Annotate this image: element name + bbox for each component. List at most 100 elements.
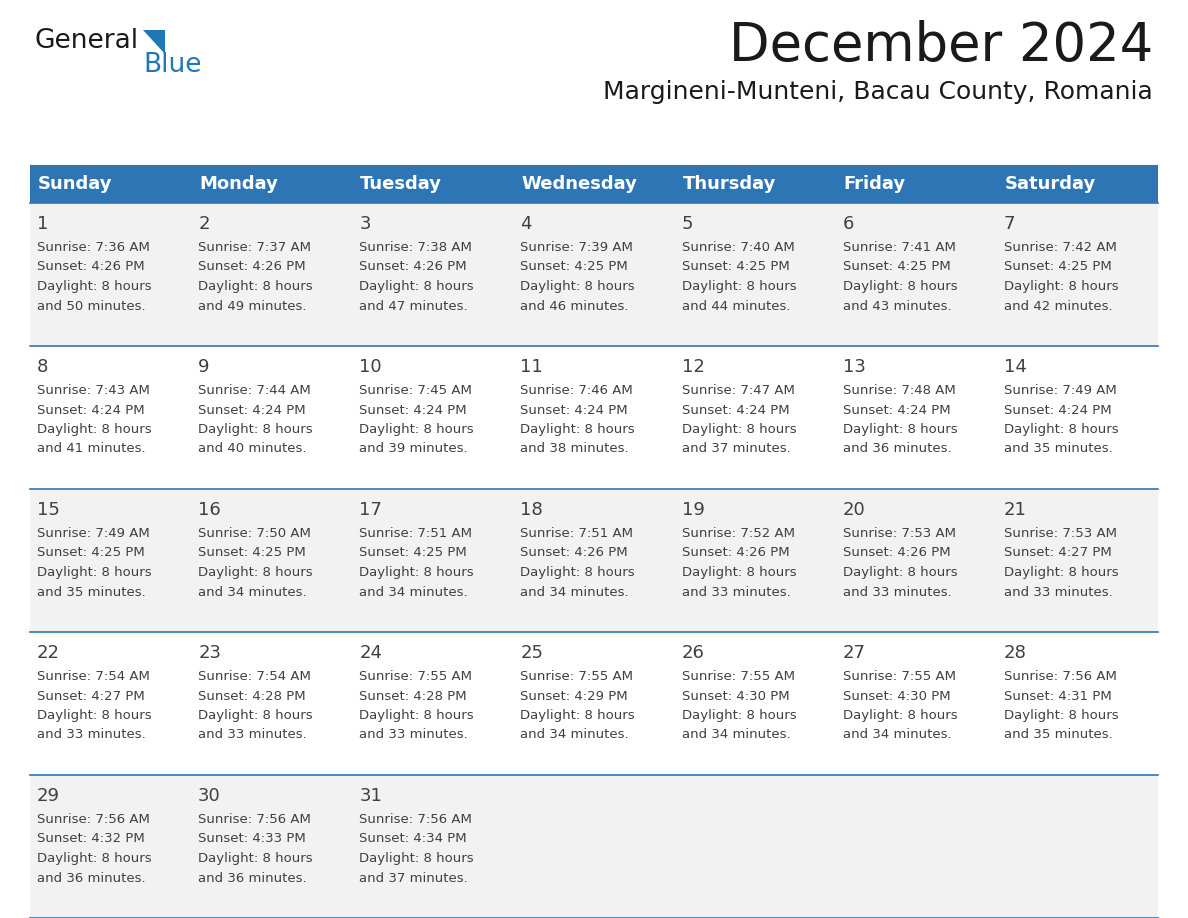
Text: Daylight: 8 hours: Daylight: 8 hours — [37, 423, 152, 436]
Text: Sunset: 4:25 PM: Sunset: 4:25 PM — [37, 546, 145, 559]
Text: and 46 minutes.: and 46 minutes. — [520, 299, 628, 312]
Text: 27: 27 — [842, 644, 866, 662]
Text: and 33 minutes.: and 33 minutes. — [198, 729, 307, 742]
Text: Daylight: 8 hours: Daylight: 8 hours — [359, 709, 474, 722]
Text: Sunrise: 7:40 AM: Sunrise: 7:40 AM — [682, 241, 795, 254]
Bar — [997, 203, 1158, 346]
Text: December 2024: December 2024 — [728, 20, 1154, 72]
Text: Sunrise: 7:41 AM: Sunrise: 7:41 AM — [842, 241, 955, 254]
Bar — [513, 489, 675, 632]
Bar — [675, 165, 835, 203]
Text: Sunset: 4:26 PM: Sunset: 4:26 PM — [520, 546, 628, 559]
Text: Sunset: 4:28 PM: Sunset: 4:28 PM — [198, 689, 305, 702]
Text: Sunrise: 7:56 AM: Sunrise: 7:56 AM — [198, 813, 311, 826]
Text: Daylight: 8 hours: Daylight: 8 hours — [682, 566, 796, 579]
Text: Tuesday: Tuesday — [360, 175, 442, 193]
Bar — [997, 346, 1158, 489]
Text: 9: 9 — [198, 358, 209, 376]
Text: and 42 minutes.: and 42 minutes. — [1004, 299, 1112, 312]
Bar — [997, 775, 1158, 918]
Text: Sunrise: 7:37 AM: Sunrise: 7:37 AM — [198, 241, 311, 254]
Text: 11: 11 — [520, 358, 543, 376]
Text: Sunrise: 7:38 AM: Sunrise: 7:38 AM — [359, 241, 472, 254]
Text: Daylight: 8 hours: Daylight: 8 hours — [842, 566, 958, 579]
Bar — [191, 775, 353, 918]
Bar — [513, 346, 675, 489]
Text: Sunset: 4:25 PM: Sunset: 4:25 PM — [682, 261, 789, 274]
Text: Daylight: 8 hours: Daylight: 8 hours — [682, 423, 796, 436]
Text: Sunrise: 7:42 AM: Sunrise: 7:42 AM — [1004, 241, 1117, 254]
Text: and 38 minutes.: and 38 minutes. — [520, 442, 630, 455]
Text: Daylight: 8 hours: Daylight: 8 hours — [198, 280, 312, 293]
Bar — [191, 165, 353, 203]
Text: Sunrise: 7:55 AM: Sunrise: 7:55 AM — [842, 670, 955, 683]
Text: Sunset: 4:28 PM: Sunset: 4:28 PM — [359, 689, 467, 702]
Text: Sunrise: 7:54 AM: Sunrise: 7:54 AM — [37, 670, 150, 683]
Text: Sunrise: 7:44 AM: Sunrise: 7:44 AM — [198, 384, 311, 397]
Text: 4: 4 — [520, 215, 532, 233]
Text: 17: 17 — [359, 501, 383, 519]
Text: Daylight: 8 hours: Daylight: 8 hours — [198, 566, 312, 579]
Bar — [675, 489, 835, 632]
Text: Daylight: 8 hours: Daylight: 8 hours — [842, 709, 958, 722]
Text: Sunset: 4:33 PM: Sunset: 4:33 PM — [198, 833, 305, 845]
Text: and 33 minutes.: and 33 minutes. — [682, 586, 790, 599]
Bar — [997, 632, 1158, 775]
Bar — [30, 489, 191, 632]
Text: Sunrise: 7:51 AM: Sunrise: 7:51 AM — [520, 527, 633, 540]
Text: Sunrise: 7:55 AM: Sunrise: 7:55 AM — [682, 670, 795, 683]
Text: 29: 29 — [37, 787, 61, 805]
Text: and 43 minutes.: and 43 minutes. — [842, 299, 952, 312]
Text: Sunset: 4:24 PM: Sunset: 4:24 PM — [842, 404, 950, 417]
Bar — [675, 203, 835, 346]
Text: Sunset: 4:25 PM: Sunset: 4:25 PM — [1004, 261, 1112, 274]
Text: Daylight: 8 hours: Daylight: 8 hours — [359, 280, 474, 293]
Text: Daylight: 8 hours: Daylight: 8 hours — [1004, 423, 1118, 436]
Text: 15: 15 — [37, 501, 59, 519]
Text: Sunrise: 7:47 AM: Sunrise: 7:47 AM — [682, 384, 795, 397]
Text: Daylight: 8 hours: Daylight: 8 hours — [359, 423, 474, 436]
Text: Sunrise: 7:48 AM: Sunrise: 7:48 AM — [842, 384, 955, 397]
Text: and 34 minutes.: and 34 minutes. — [682, 729, 790, 742]
Text: 1: 1 — [37, 215, 49, 233]
Text: Sunrise: 7:50 AM: Sunrise: 7:50 AM — [198, 527, 311, 540]
Text: Sunday: Sunday — [38, 175, 113, 193]
Text: Sunrise: 7:53 AM: Sunrise: 7:53 AM — [842, 527, 955, 540]
Text: Sunset: 4:32 PM: Sunset: 4:32 PM — [37, 833, 145, 845]
Text: 31: 31 — [359, 787, 383, 805]
Text: Sunset: 4:24 PM: Sunset: 4:24 PM — [359, 404, 467, 417]
Text: Daylight: 8 hours: Daylight: 8 hours — [520, 709, 636, 722]
Text: Sunset: 4:24 PM: Sunset: 4:24 PM — [520, 404, 628, 417]
Text: and 35 minutes.: and 35 minutes. — [1004, 442, 1113, 455]
Text: Sunset: 4:26 PM: Sunset: 4:26 PM — [842, 546, 950, 559]
Bar — [997, 489, 1158, 632]
Text: General: General — [34, 28, 139, 54]
Text: and 35 minutes.: and 35 minutes. — [37, 586, 146, 599]
Bar — [353, 346, 513, 489]
Bar — [191, 203, 353, 346]
Bar — [353, 165, 513, 203]
Text: Wednesday: Wednesday — [522, 175, 637, 193]
Bar — [513, 203, 675, 346]
Text: Sunrise: 7:36 AM: Sunrise: 7:36 AM — [37, 241, 150, 254]
Bar — [835, 632, 997, 775]
Text: and 33 minutes.: and 33 minutes. — [1004, 586, 1113, 599]
Text: and 50 minutes.: and 50 minutes. — [37, 299, 146, 312]
Text: Sunset: 4:30 PM: Sunset: 4:30 PM — [682, 689, 789, 702]
Text: Daylight: 8 hours: Daylight: 8 hours — [37, 709, 152, 722]
Bar — [835, 346, 997, 489]
Bar — [513, 165, 675, 203]
Bar — [30, 632, 191, 775]
Bar — [191, 346, 353, 489]
Text: Sunrise: 7:45 AM: Sunrise: 7:45 AM — [359, 384, 472, 397]
Text: Daylight: 8 hours: Daylight: 8 hours — [520, 566, 636, 579]
Text: and 40 minutes.: and 40 minutes. — [198, 442, 307, 455]
Text: Thursday: Thursday — [683, 175, 776, 193]
Text: 28: 28 — [1004, 644, 1026, 662]
Text: Daylight: 8 hours: Daylight: 8 hours — [682, 280, 796, 293]
Text: Sunset: 4:24 PM: Sunset: 4:24 PM — [37, 404, 145, 417]
Text: Sunset: 4:34 PM: Sunset: 4:34 PM — [359, 833, 467, 845]
Text: Sunrise: 7:52 AM: Sunrise: 7:52 AM — [682, 527, 795, 540]
Text: Sunset: 4:25 PM: Sunset: 4:25 PM — [842, 261, 950, 274]
Text: Sunrise: 7:43 AM: Sunrise: 7:43 AM — [37, 384, 150, 397]
